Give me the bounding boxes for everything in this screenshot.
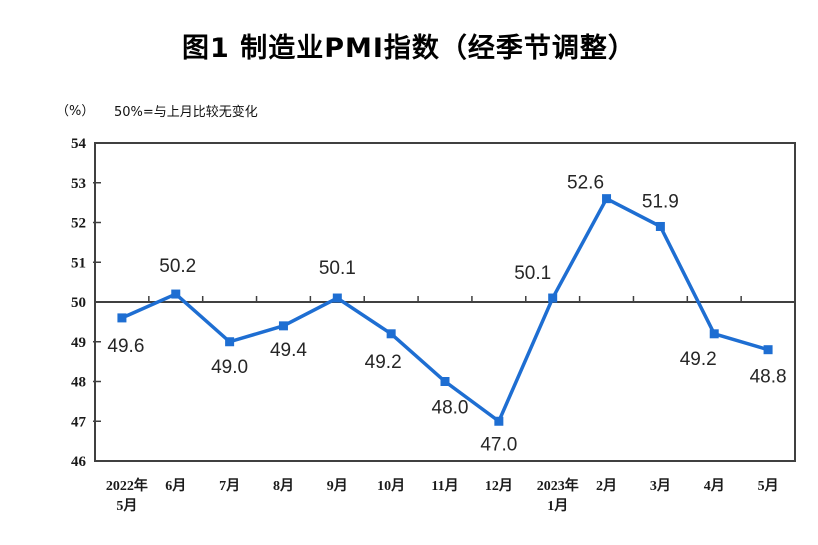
svg-text:6月: 6月 (165, 478, 186, 494)
svg-text:2023年: 2023年 (537, 477, 579, 494)
svg-text:51.9: 51.9 (642, 191, 679, 212)
svg-text:50.2: 50.2 (159, 256, 196, 277)
svg-text:7月: 7月 (219, 478, 240, 494)
svg-text:49.2: 49.2 (680, 349, 717, 370)
y-axis-unit-label: （%） (56, 104, 95, 119)
svg-text:48.0: 48.0 (432, 398, 469, 419)
svg-text:5月: 5月 (116, 498, 137, 514)
svg-text:50.1: 50.1 (319, 258, 356, 279)
svg-text:9月: 9月 (327, 478, 348, 494)
svg-text:46: 46 (71, 454, 87, 470)
svg-text:47.0: 47.0 (480, 434, 517, 455)
svg-text:52: 52 (71, 216, 86, 232)
svg-text:48.8: 48.8 (750, 367, 787, 388)
svg-text:12月: 12月 (485, 478, 513, 494)
svg-text:49.6: 49.6 (107, 336, 144, 357)
chart-title: 图1 制造业PMI指数（经季节调整） (182, 33, 636, 64)
svg-text:49: 49 (71, 335, 86, 351)
svg-text:48: 48 (71, 375, 86, 391)
svg-text:49.2: 49.2 (365, 352, 402, 373)
svg-text:5月: 5月 (758, 478, 779, 494)
svg-text:2022年: 2022年 (106, 477, 148, 494)
svg-text:10月: 10月 (377, 478, 405, 494)
svg-text:53: 53 (71, 176, 86, 192)
svg-text:11月: 11月 (431, 478, 458, 494)
svg-text:49.0: 49.0 (211, 357, 248, 378)
svg-text:54: 54 (71, 136, 87, 152)
svg-text:1月: 1月 (547, 498, 568, 514)
svg-text:50.1: 50.1 (514, 263, 551, 284)
svg-text:47: 47 (71, 414, 87, 430)
svg-text:50: 50 (71, 295, 86, 311)
svg-text:52.6: 52.6 (567, 173, 604, 194)
svg-text:51: 51 (71, 255, 86, 271)
svg-text:8月: 8月 (273, 478, 294, 494)
svg-text:4月: 4月 (704, 478, 725, 494)
svg-text:3月: 3月 (650, 478, 671, 494)
svg-text:49.4: 49.4 (270, 340, 307, 361)
reference-line-note: 50%=与上月比较无变化 (114, 105, 258, 120)
svg-text:2月: 2月 (596, 478, 617, 494)
